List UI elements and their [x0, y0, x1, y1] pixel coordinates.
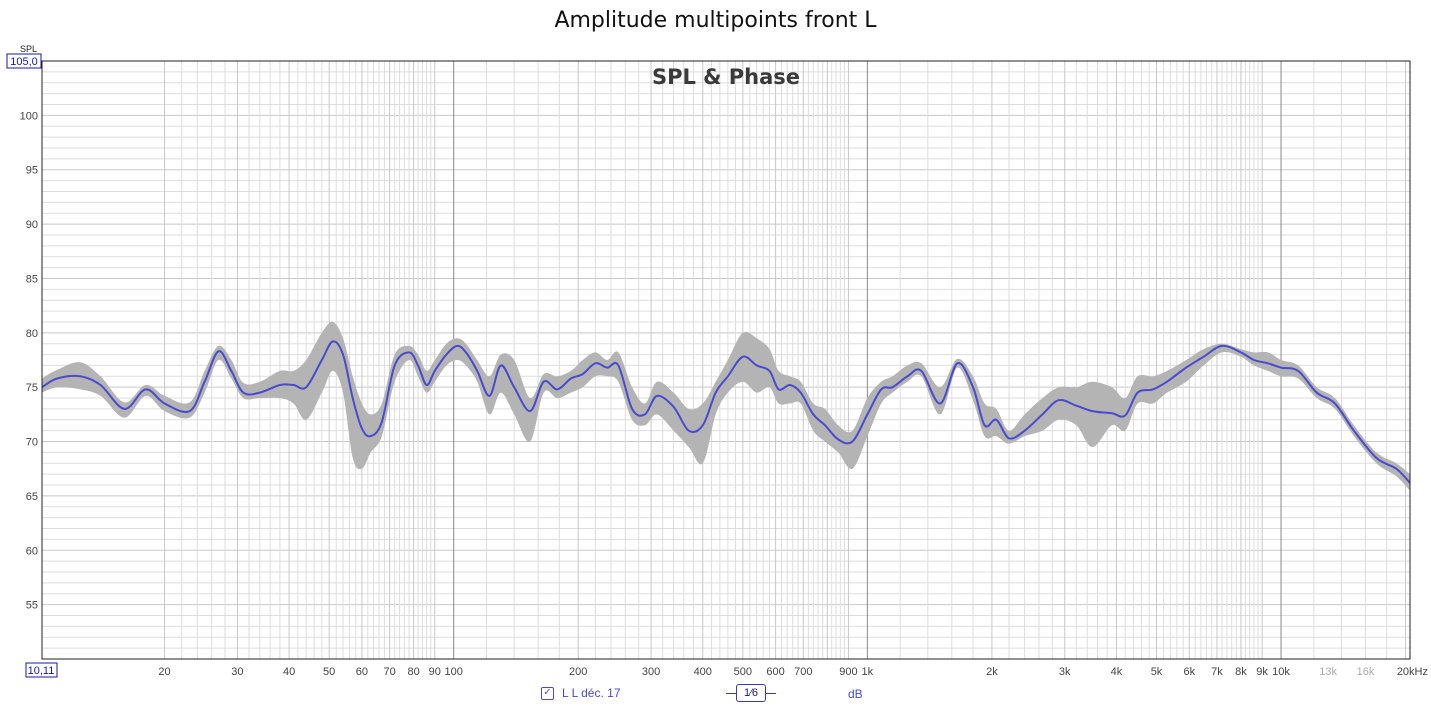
y-tick-label: 75: [26, 382, 38, 394]
x-tick-label: 80: [407, 666, 419, 678]
x-tick-labels: 20 30 40 50 60 70 80 90 100 200 300 400 500 600 700 900…: [158, 666, 1428, 678]
legend-label: L L déc. 17: [562, 686, 621, 700]
y-top-readout: 105,0: [10, 56, 38, 68]
y-tick-label: 65: [26, 491, 38, 503]
y-tick-label: 85: [26, 273, 38, 285]
smoothing-control[interactable]: 1⁄6: [726, 684, 776, 702]
y-tick-label: 100: [20, 110, 38, 122]
x-left-readout-box[interactable]: 10,11: [25, 662, 58, 678]
x-tick-label: 900: [839, 666, 857, 678]
x-tick-label: 60: [356, 666, 368, 678]
x-tick-label: 5k: [1151, 666, 1163, 678]
x-tick-label: 13k: [1319, 666, 1337, 678]
legend: ✓ L L déc. 17: [541, 686, 621, 700]
smoothing-value[interactable]: 1⁄6: [736, 684, 766, 702]
x-tick-label: 2k: [986, 666, 998, 678]
series-line-average: [41, 340, 1411, 484]
y-tick-label: 95: [26, 165, 38, 177]
x-tick-label: 400: [694, 666, 712, 678]
x-tick-label: 200: [569, 666, 587, 678]
x-tick-label: 16k: [1357, 666, 1375, 678]
legend-checkbox[interactable]: ✓: [541, 686, 554, 700]
x-tick-label: 10k: [1272, 666, 1290, 678]
x-tick-label: 600: [766, 666, 784, 678]
x-tick-label: 500: [734, 666, 752, 678]
plot-frame: [41, 60, 1411, 660]
x-tick-label: 8k: [1235, 666, 1247, 678]
y-top-readout-box[interactable]: 105,0: [6, 53, 42, 69]
x-left-readout: 10,11: [28, 665, 55, 677]
x-tick-label: 90: [429, 666, 441, 678]
y-tick-label: 60: [26, 545, 38, 557]
y-axis-label: SPL: [20, 44, 37, 54]
y-tick-label: 90: [26, 219, 38, 231]
x-tick-label: 40: [283, 666, 295, 678]
x-tick-label: 3k: [1059, 666, 1071, 678]
y-tick-label: 55: [26, 600, 38, 612]
x-tick-label: 100: [445, 666, 463, 678]
window-title: Amplitude multipoints front L: [554, 8, 877, 33]
x-tick-label: 700: [794, 666, 812, 678]
unit-label[interactable]: dB: [848, 687, 863, 701]
plot-title: SPL & Phase: [652, 65, 800, 89]
x-tick-label: 1k: [862, 666, 874, 678]
x-tick-label: 70: [383, 666, 395, 678]
y-tick-labels: 55 60 65 70 75 80 85 90 95 100: [20, 110, 38, 611]
y-tick-label: 70: [26, 437, 38, 449]
y-tick-label: 80: [26, 328, 38, 340]
x-tick-label: 9k: [1256, 666, 1268, 678]
x-tick-label: 50: [323, 666, 335, 678]
x-tick-label: 20: [158, 666, 170, 678]
x-tick-label: 4k: [1111, 666, 1123, 678]
x-tick-label: 6k: [1183, 666, 1195, 678]
x-tick-label: 300: [642, 666, 660, 678]
x-tick-label: 20kHz: [1397, 666, 1428, 678]
x-tick-label: 30: [231, 666, 243, 678]
x-tick-label: 7k: [1211, 666, 1223, 678]
